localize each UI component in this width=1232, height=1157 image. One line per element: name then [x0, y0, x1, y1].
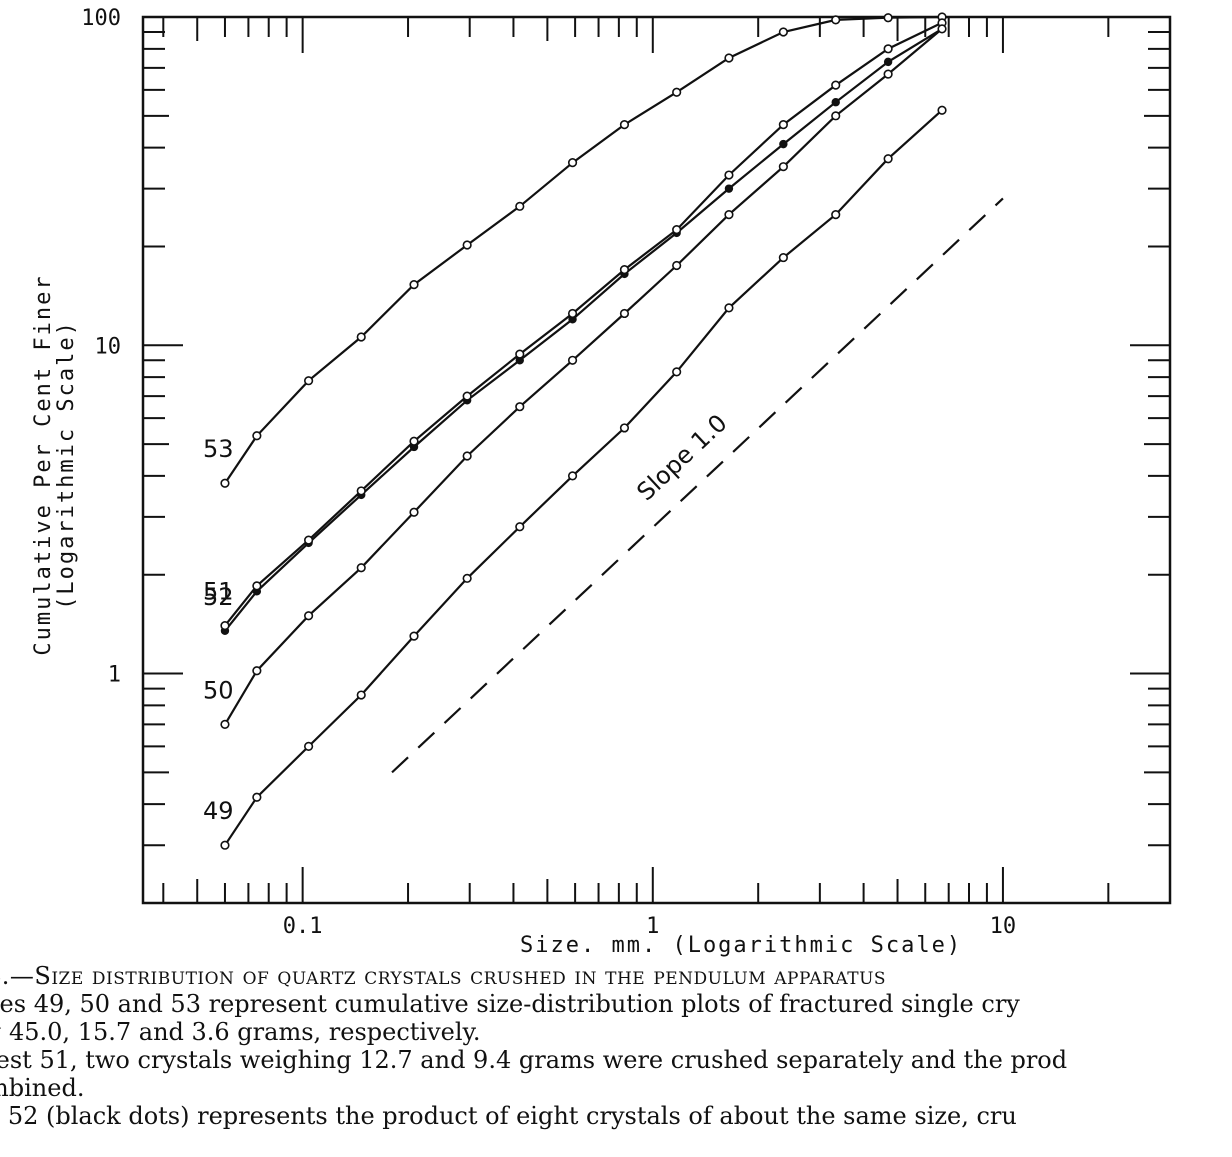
data-point-53: [619, 120, 630, 130]
x-tick-label: 1: [646, 914, 659, 939]
x-tick-label: 0.1: [283, 914, 323, 939]
y-tick-label: 100: [81, 6, 121, 31]
data-point-51: [409, 436, 419, 446]
data-point-51: [356, 486, 366, 496]
data-point-49: [831, 210, 841, 220]
data-point-53: [778, 27, 788, 37]
curve-label-49: 49: [203, 797, 234, 825]
data-point-51: [619, 265, 630, 275]
data-point-49: [515, 522, 525, 532]
series-lines: [224, 15, 1004, 846]
data-point-50: [515, 402, 525, 412]
data-point-49: [220, 840, 230, 850]
data-point-49: [356, 690, 366, 700]
series-line-50: [224, 28, 943, 725]
data-point-52: [831, 98, 840, 107]
data-point-50: [937, 24, 947, 34]
data-point-49: [724, 303, 734, 313]
plot-border: [141, 15, 1172, 905]
series-line-49: [224, 109, 943, 846]
data-point-50: [220, 719, 230, 729]
data-point-49: [462, 573, 472, 583]
data-point-49: [409, 631, 419, 641]
data-point-49: [304, 741, 314, 751]
data-point-51: [304, 535, 314, 545]
data-point-53: [356, 332, 366, 342]
caption-line: test 51, two crystals weighing 12.7 and …: [0, 1046, 1068, 1074]
data-point-53: [220, 478, 230, 488]
curve-label-50: 50: [203, 676, 234, 704]
data-point-53: [409, 280, 419, 290]
curve-label-53: 53: [203, 435, 234, 463]
caption-line: e 52 (black dots) represents the product…: [0, 1102, 1017, 1130]
data-point-49: [619, 423, 630, 433]
caption-line: ves 49, 50 and 53 represent cumulative s…: [0, 990, 1020, 1018]
y-axis-subtitle: (Logarithmic Scale): [54, 320, 79, 610]
data-point-49: [883, 154, 893, 164]
caption-line: g 45.0, 15.7 and 3.6 grams, respectively…: [0, 1018, 481, 1046]
data-markers: [220, 12, 947, 850]
plot-frame: [141, 15, 1172, 905]
data-point-51: [252, 581, 262, 591]
data-point-50: [356, 563, 366, 573]
data-point-49: [778, 252, 788, 263]
curve-label-52: 52: [203, 583, 234, 611]
x-tick-label: 10: [990, 914, 1017, 939]
data-point-53: [304, 376, 314, 386]
data-point-53: [252, 431, 262, 441]
data-point-52: [779, 139, 788, 149]
data-point-49: [937, 105, 947, 115]
curve-label-51: 51: [203, 578, 234, 606]
data-point-50: [304, 611, 314, 621]
data-point-52: [883, 57, 893, 67]
data-point-51: [462, 391, 472, 401]
axis-ticks: [143, 16, 1171, 904]
figure-caption: 4.—Size distribution of quartz crystals …: [0, 962, 1232, 1130]
data-point-51: [220, 620, 230, 631]
data-point-50: [724, 210, 734, 220]
data-point-53: [672, 87, 682, 97]
chart-labels: Size. mm. (Logarithmic Scale) Cumulative…: [31, 6, 1016, 958]
data-point-51: [778, 120, 788, 130]
x-axis-title: Size. mm. (Logarithmic Scale): [520, 933, 962, 958]
caption-heading: 4.—Size distribution of quartz crystals …: [0, 962, 887, 990]
data-point-50: [567, 355, 578, 365]
data-point-49: [567, 471, 578, 481]
data-point-53: [515, 201, 525, 211]
data-point-50: [619, 308, 630, 319]
y-tick-label: 10: [95, 334, 122, 359]
slope-reference-line: [391, 197, 1004, 774]
data-point-53: [567, 158, 578, 168]
data-point-49: [672, 367, 682, 377]
data-point-51: [515, 349, 525, 359]
data-point-52: [724, 184, 734, 193]
data-point-50: [252, 666, 262, 676]
data-point-50: [778, 162, 788, 172]
data-point-51: [672, 225, 682, 235]
slope-label: Slope 1.0: [631, 409, 732, 506]
data-point-53: [724, 53, 734, 63]
data-point-51: [567, 308, 578, 319]
y-axis-title: Cumulative Per Cent Finer: [31, 274, 56, 655]
data-point-49: [252, 792, 262, 802]
size-distribution-chart: Size. mm. (Logarithmic Scale) Cumulative…: [31, 6, 1172, 958]
data-point-50: [409, 507, 419, 517]
y-tick-label: 1: [108, 663, 121, 688]
data-point-51: [883, 44, 893, 54]
data-point-50: [672, 260, 682, 271]
data-point-51: [724, 170, 734, 180]
data-point-53: [831, 15, 841, 25]
data-point-50: [462, 451, 472, 461]
data-point-50: [883, 69, 893, 79]
data-point-50: [831, 111, 841, 121]
data-point-53: [883, 13, 893, 23]
caption-line: mbined.: [0, 1074, 85, 1102]
data-point-53: [462, 240, 472, 250]
data-point-51: [831, 80, 841, 90]
